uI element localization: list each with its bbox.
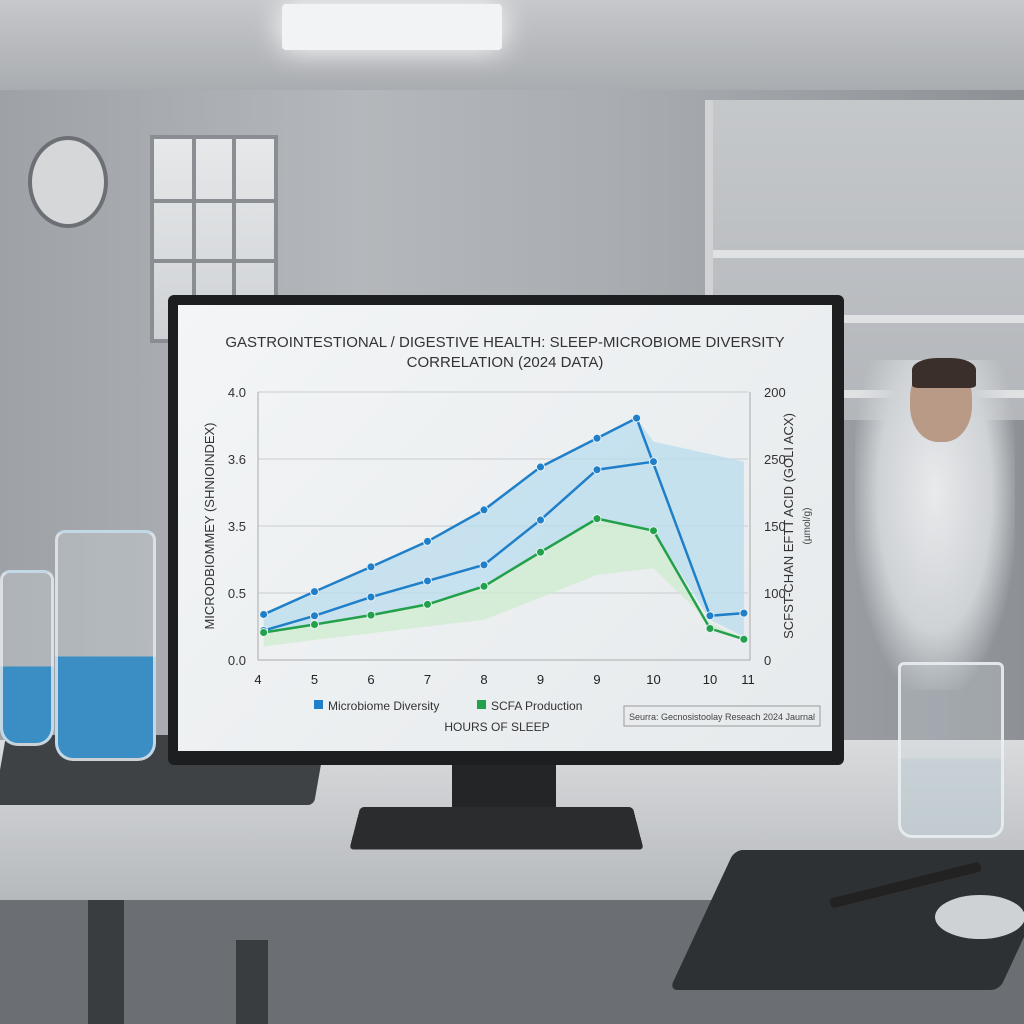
data-point [649,526,658,536]
source-box [623,705,821,727]
y-left-tick-label: 3.6 [228,452,246,467]
x-tick-label: 7 [424,672,431,687]
y-right-tick-label: 250 [764,452,786,467]
y-axis-right-unit: (µmol/g) [802,508,813,545]
x-tick-label: 6 [367,672,374,687]
series-lines [259,413,749,644]
band-area [263,418,744,637]
x-tick-label: 8 [480,672,487,687]
data-point [310,611,319,621]
data-point [366,592,376,602]
y-right-tick-label: 150 [764,519,786,534]
x-tick-label: 11 [741,672,755,687]
ceiling-light [282,4,502,50]
data-point [536,515,545,525]
y-right-tick-label: 200 [764,385,786,400]
chart-title-line-2: CORRELATION (2024 DATA) [407,354,604,371]
computer-mouse [935,895,1024,939]
data-point [592,465,602,475]
data-point [592,433,602,443]
x-tick-label: 9 [537,672,544,687]
data-point [366,562,376,572]
y-left-tick-label: 0.5 [228,586,246,601]
y-axis-left-label: MICRODBIOMMEY (SHNIOINDEX) [202,422,217,629]
y-axis-right-label: SCFST-CHAN EFTT ACID (GOLI ACX) [781,413,796,639]
desk-leg [88,900,124,1024]
x-axis-label: HOURS OF SLEEP [444,720,549,734]
data-point [310,619,319,629]
data-point [536,462,545,472]
series-line [263,416,744,618]
legend-swatch-microbiome [314,700,323,709]
flask-icon [55,530,156,761]
x-tick-label: 9 [593,672,600,687]
y-right-tick-label: 0 [764,653,771,668]
legend-label-microbiome: Microbiome Diversity [328,699,439,713]
data-point [649,457,658,467]
y-left-tick-label: 4.0 [228,385,246,400]
data-point [739,608,749,618]
data-point [423,599,432,609]
x-tick-label: 5 [311,672,318,687]
ceiling [0,0,1024,90]
data-point [259,609,269,619]
y-right-tick-label: 100 [764,586,786,601]
y-left-tick-label: 0.0 [228,653,246,668]
confidence-bands [263,418,744,647]
chart-title-line-1: GASTROINTESTIONAL / DIGESTIVE HEALTH: SL… [225,334,784,351]
series-line [263,517,745,641]
legend-label-scfa: SCFA Production [491,699,582,713]
tick-labels: 0.0 0 0.5 100 3.5 150 3.6 250 4.0 200 4 5 6 7 8 9 9 10 10 1… [228,385,786,687]
data-point [705,624,715,634]
data-point [423,536,432,546]
data-point [705,611,715,621]
desk-leg [236,940,268,1024]
x-tick-label: 4 [254,672,261,687]
data-point [366,610,376,620]
y-left-tick-label: 3.5 [228,519,246,534]
series-line [263,460,654,632]
band-area [263,518,744,647]
wall-clock-icon [28,136,108,228]
data-point [479,581,489,591]
data-point [739,634,749,644]
data-point [632,413,642,423]
x-tick-label: 10 [703,672,717,687]
legend-swatch-scfa [477,700,486,709]
scientist-hair [912,358,976,388]
data-point [423,576,432,586]
data-point [592,514,602,524]
flask-icon [0,570,54,746]
beaker-icon [898,662,1004,838]
data-point [259,628,269,638]
x-tick-label: 10 [646,672,660,687]
data-point [536,547,545,557]
data-point [479,505,489,515]
data-point [310,587,319,597]
source-note: Seurra: Gecnosistoolay Reseach 2024 Jaur… [629,712,815,722]
data-point [479,560,489,570]
